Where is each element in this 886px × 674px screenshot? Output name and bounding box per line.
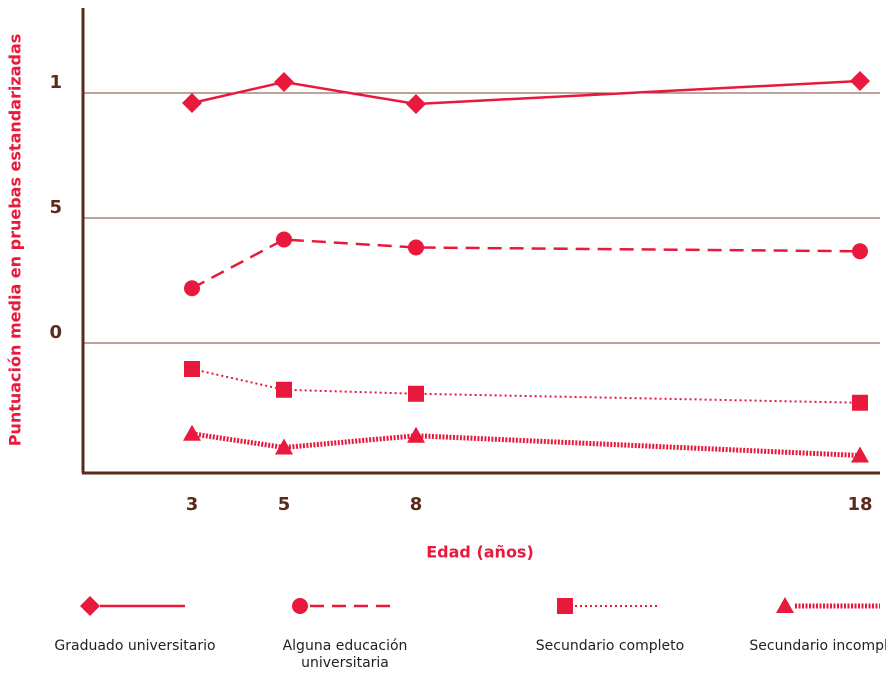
marker [406, 94, 426, 114]
x-tick-label: 18 [847, 494, 872, 515]
marker [850, 71, 870, 91]
y-tick-label: 1 [49, 72, 62, 93]
series-line [191, 368, 861, 404]
marker [276, 231, 292, 248]
marker [852, 394, 868, 411]
marker [852, 243, 868, 260]
legend-label: Secundario incompleto [749, 638, 886, 654]
marker [407, 426, 425, 443]
marker [184, 280, 200, 297]
marker [182, 93, 202, 113]
series-line [191, 431, 861, 458]
legend-marker [776, 597, 794, 613]
y-tick-label: 5 [49, 197, 62, 218]
marker [408, 239, 424, 256]
legend-marker [80, 596, 100, 616]
legend-label: Secundario completo [535, 638, 685, 654]
marker [851, 446, 869, 463]
x-axis-title: Edad (años) [426, 543, 534, 562]
marker [408, 385, 424, 402]
x-tick-label: 8 [410, 494, 423, 515]
y-axis-title: Puntuación media en pruebas estandarizad… [6, 34, 25, 447]
series-line [191, 79, 861, 106]
legend-marker [292, 598, 308, 614]
marker [276, 381, 292, 398]
x-tick-label: 3 [186, 494, 199, 515]
legend-marker [557, 598, 573, 614]
y-tick-label: 0 [49, 322, 62, 343]
x-tick-label: 5 [278, 494, 291, 515]
legend-label: Graduado universitario [54, 638, 216, 654]
marker [183, 424, 201, 441]
marker [275, 438, 293, 455]
marker [184, 361, 200, 377]
legend-label: Alguna educación universitaria [282, 638, 408, 671]
series-line [191, 238, 861, 290]
marker [274, 72, 294, 92]
